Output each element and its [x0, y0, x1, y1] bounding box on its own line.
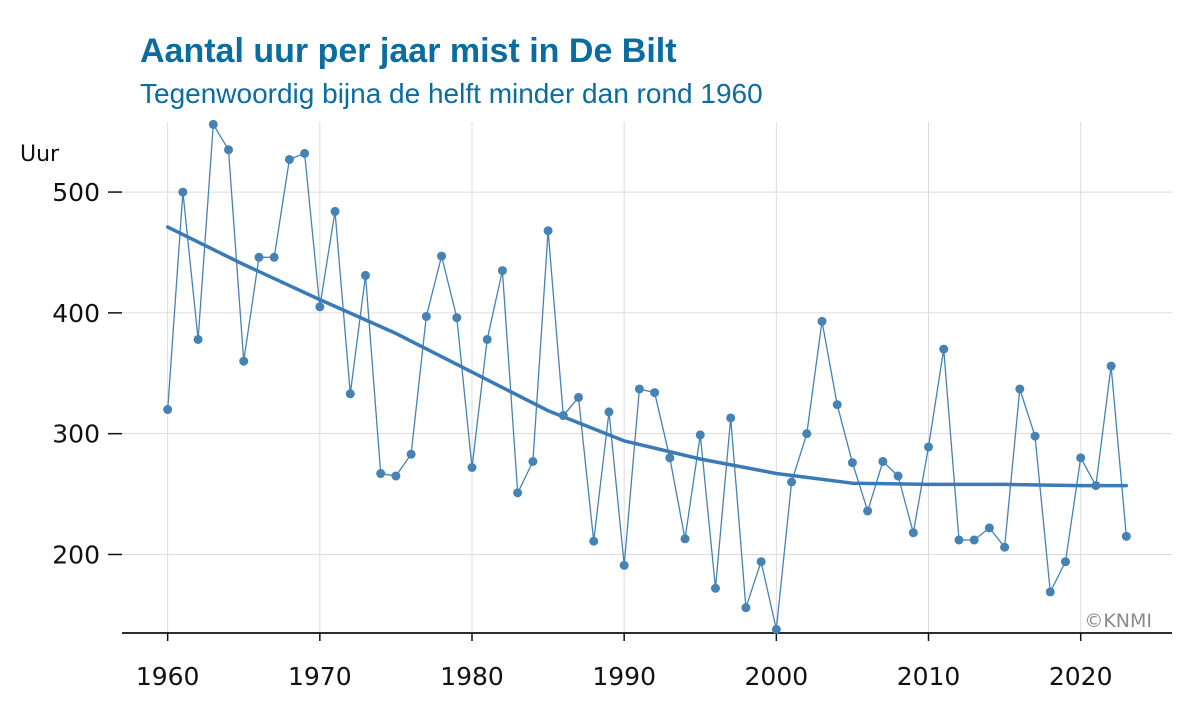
data-point-1971 [330, 206, 340, 216]
data-point-1999 [756, 557, 766, 567]
data-point-2003 [817, 316, 827, 326]
data-point-2015 [1000, 542, 1010, 552]
x-tick-label-2000: 2000 [745, 662, 809, 691]
data-point-2013 [969, 535, 979, 545]
data-point-2017 [1030, 431, 1040, 441]
annual-fog-hours-line [167, 122, 1127, 630]
data-point-2005 [847, 458, 857, 468]
data-point-1977 [421, 311, 431, 321]
data-point-1988 [589, 536, 599, 546]
data-point-2011 [939, 344, 949, 354]
y-axis-label: Uur [20, 142, 60, 167]
data-point-2022 [1106, 361, 1116, 371]
data-point-1998 [741, 603, 751, 613]
data-point-1990 [619, 560, 629, 570]
x-tick-label-1990: 1990 [592, 662, 656, 691]
data-point-2014 [984, 523, 994, 533]
data-point-1981 [482, 334, 492, 344]
data-point-1960 [163, 405, 173, 415]
x-tick-label-1970: 1970 [288, 662, 352, 691]
data-point-1983 [513, 488, 523, 498]
data-point-2000 [771, 624, 781, 634]
data-point-1989 [604, 407, 614, 417]
data-point-2002 [802, 429, 812, 439]
data-point-2007 [878, 456, 888, 466]
chart-title: Aantal uur per jaar mist in De Bilt [140, 32, 677, 70]
x-axis-ticks: 1960 1970 1980 1990 2000 2010 2020 [136, 633, 1113, 691]
data-point-2021 [1091, 481, 1101, 491]
data-point-1973 [360, 270, 370, 280]
trend-line [165, 225, 1129, 488]
x-tick-label-1980: 1980 [440, 662, 504, 691]
data-point-1991 [634, 384, 644, 394]
data-point-1987 [574, 392, 584, 402]
data-point-1995 [695, 430, 705, 440]
data-point-1996 [710, 583, 720, 593]
y-tick-label-500: 500 [52, 178, 100, 207]
credit-text: ©KNMI [1084, 610, 1152, 632]
data-point-1979 [452, 313, 462, 323]
data-point-2023 [1121, 531, 1131, 541]
data-point-1982 [497, 266, 507, 276]
data-point-1994 [680, 534, 690, 544]
data-point-1965 [239, 356, 249, 366]
data-point-1961 [178, 187, 188, 197]
data-point-1964 [224, 145, 234, 155]
data-point-2010 [924, 442, 934, 452]
y-tick-label-300: 300 [52, 420, 100, 449]
grid-lines [122, 122, 1172, 633]
x-tick-label-2010: 2010 [897, 662, 961, 691]
y-tick-label-200: 200 [52, 540, 100, 569]
data-point-2018 [1045, 587, 1055, 597]
data-point-1978 [437, 251, 447, 261]
data-point-2016 [1015, 384, 1025, 394]
data-point-2008 [893, 471, 903, 481]
data-point-1976 [406, 449, 416, 459]
data-point-2009 [908, 528, 918, 538]
x-tick-label-1960: 1960 [136, 662, 200, 691]
data-point-1972 [345, 389, 355, 399]
data-point-1962 [193, 334, 203, 344]
data-point-1997 [726, 413, 736, 423]
data-point-1963 [208, 119, 218, 129]
data-point-1968 [284, 154, 294, 164]
data-point-1993 [665, 453, 675, 463]
data-point-1985 [543, 226, 553, 236]
y-axis-ticks: 200 300 400 500 [52, 178, 122, 569]
data-point-2004 [832, 400, 842, 410]
data-point-2019 [1060, 557, 1070, 567]
data-point-2012 [954, 535, 964, 545]
data-point-1984 [528, 456, 538, 466]
data-point-1974 [376, 469, 386, 479]
y-tick-label-400: 400 [52, 299, 100, 328]
x-tick-label-2020: 2020 [1049, 662, 1113, 691]
data-point-1986 [558, 411, 568, 421]
data-point-1966 [254, 252, 264, 262]
data-point-2001 [787, 477, 797, 487]
data-point-1969 [300, 148, 310, 158]
data-point-1970 [315, 302, 325, 312]
data-point-1975 [391, 471, 401, 481]
data-point-1967 [269, 252, 279, 262]
data-point-1980 [467, 462, 477, 472]
chart-subtitle: Tegenwoordig bijna de helft minder dan r… [140, 78, 763, 109]
data-point-2006 [863, 506, 873, 516]
series-group [163, 119, 1131, 634]
data-point-2020 [1076, 453, 1086, 463]
data-point-1992 [650, 388, 660, 398]
